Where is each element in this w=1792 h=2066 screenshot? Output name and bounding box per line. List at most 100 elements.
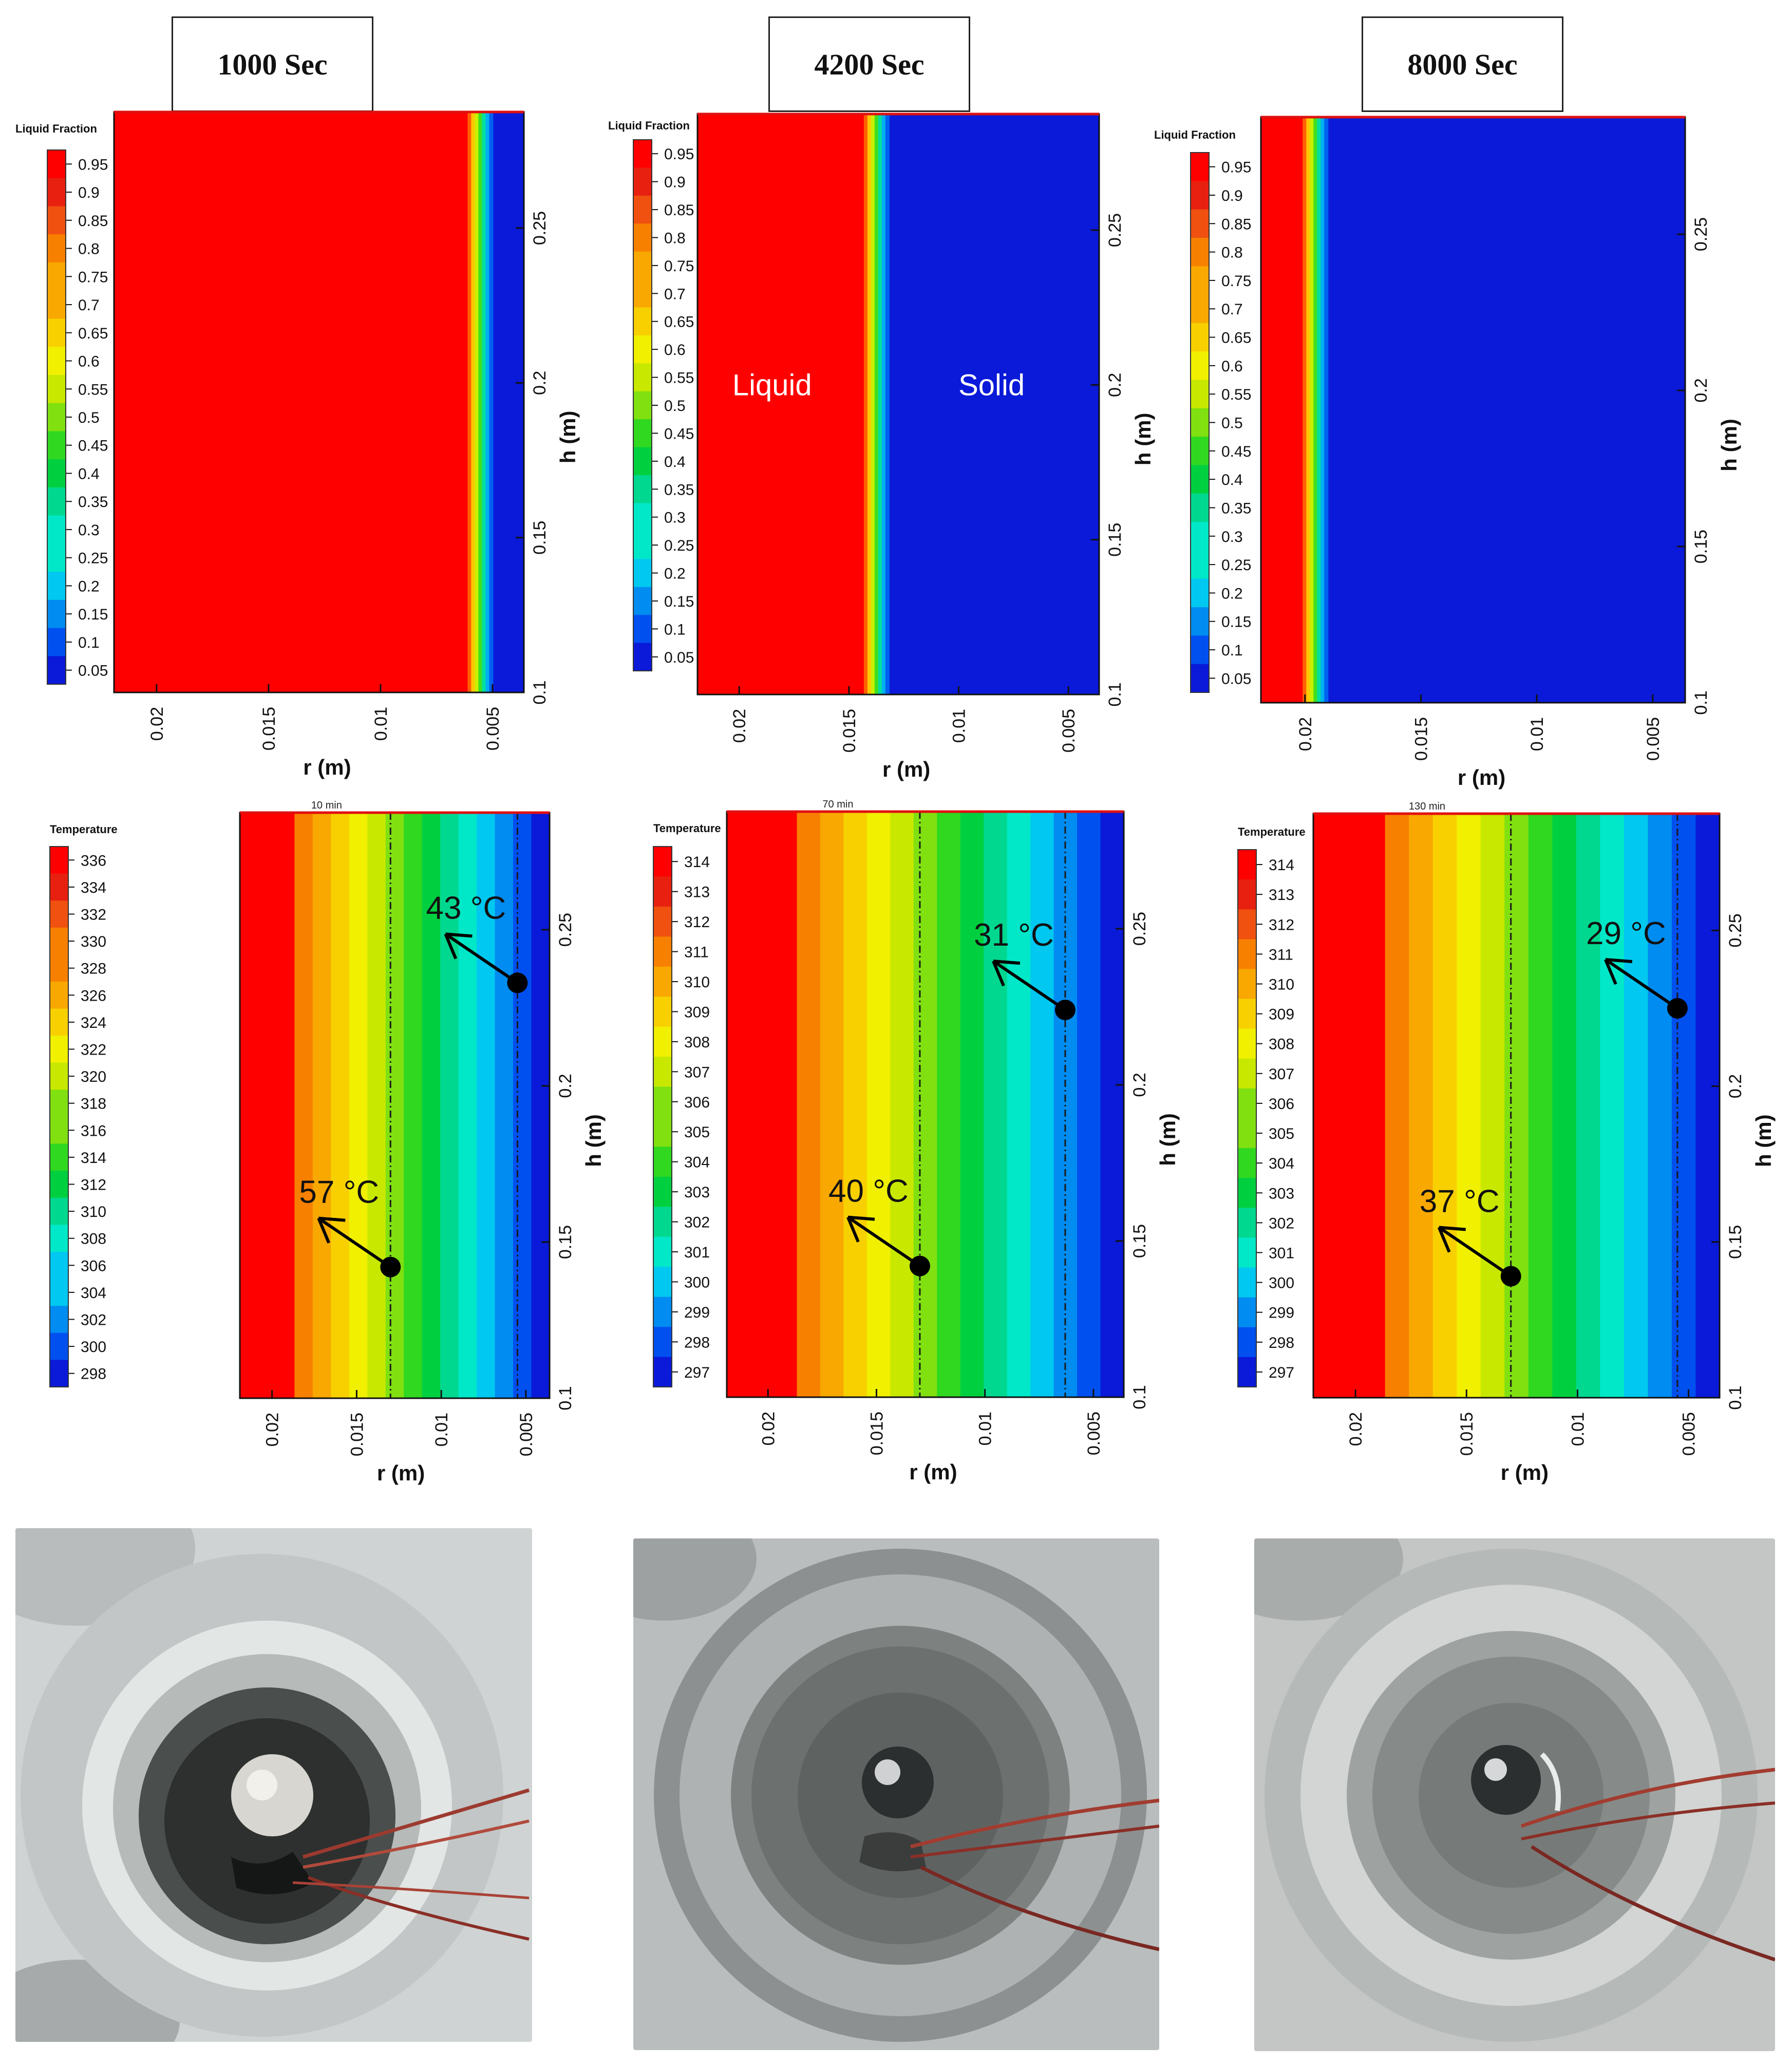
experiment-photo-1000 xyxy=(15,1528,532,2042)
probe-arrow xyxy=(1438,1226,1512,1278)
legend-tick-label: 0.15 xyxy=(78,606,108,623)
legend-swatch xyxy=(1191,465,1209,494)
time-label-1000: 1000 Sec xyxy=(172,16,373,112)
legend-swatch xyxy=(653,1117,672,1148)
legend-tick-label: 0.65 xyxy=(78,325,108,342)
legend-tick-label: 0.2 xyxy=(1221,585,1243,602)
legend-tick-label: 308 xyxy=(684,1034,710,1051)
legend-tick-label: 304 xyxy=(1269,1155,1294,1172)
legend-tick-label: 307 xyxy=(684,1064,710,1081)
legend-swatch xyxy=(1238,1178,1256,1209)
legend-frame xyxy=(1190,152,1210,693)
x-tick-label: 0.01 xyxy=(1568,1412,1588,1446)
temperature-band xyxy=(960,812,985,1397)
temperature-band xyxy=(312,813,332,1398)
legend-frame xyxy=(633,139,652,671)
solid-region xyxy=(873,114,1099,694)
legend-tick-label: 0.7 xyxy=(1221,301,1243,318)
legend-swatch xyxy=(1238,850,1256,880)
legend-swatch xyxy=(1191,522,1209,551)
x-axis-label: r (m) xyxy=(377,1461,425,1485)
legend-swatch xyxy=(1238,1237,1256,1268)
legend-tick-label: 310 xyxy=(684,974,710,991)
probe-point xyxy=(507,972,528,993)
y-tick-label: 0.25 xyxy=(1726,913,1745,947)
legend-swatch xyxy=(1191,607,1209,636)
temperature-band xyxy=(1671,814,1696,1398)
legend-tick-label: 0.7 xyxy=(664,286,686,303)
legend-swatch xyxy=(47,262,66,291)
x-tick-label: 0.01 xyxy=(432,1413,451,1447)
legend-tick-label: 0.9 xyxy=(78,184,100,201)
legend-swatch xyxy=(1238,1297,1256,1328)
temperature-hot-region xyxy=(727,812,797,1397)
legend-swatch xyxy=(1191,237,1209,267)
y-tick-label: 0.15 xyxy=(1105,523,1125,557)
legend-tick-label: 0.3 xyxy=(1221,529,1243,546)
legend-swatch xyxy=(50,1171,68,1198)
legend-tick-label: 297 xyxy=(684,1364,710,1381)
legend-tick-label: 0.25 xyxy=(664,537,694,554)
legend-swatch xyxy=(633,223,652,252)
legend-tick-label: 0.25 xyxy=(1221,557,1251,574)
temperature-band xyxy=(440,813,459,1398)
legend-swatch xyxy=(1238,1357,1256,1387)
legend-frame xyxy=(47,149,66,685)
x-tick-label: 0.02 xyxy=(263,1413,282,1447)
temperature-band xyxy=(385,813,405,1398)
x-tick-label: 0.015 xyxy=(1457,1412,1477,1456)
legend-tick-label: 0.4 xyxy=(1221,472,1243,489)
probe-arrow-head xyxy=(444,932,473,960)
legend-title: Temperature xyxy=(50,823,118,836)
temperature-band xyxy=(1695,814,1720,1398)
time-minutes-label: 10 min xyxy=(311,800,342,811)
region-label-solid: Solid xyxy=(958,368,1025,402)
temperature-band xyxy=(984,812,1008,1397)
legend-swatch xyxy=(47,487,66,516)
chart-temp-8000: 37 °C 29 °C 130 min 0.02 0.015 0.01 0.005 r (m)… xyxy=(1237,801,1776,1485)
legend-tick-label: 304 xyxy=(684,1154,710,1171)
y-tick-label: 0.15 xyxy=(1691,530,1711,564)
legend-swatch xyxy=(1191,266,1209,295)
legend-swatch xyxy=(653,1297,672,1328)
x-tick-label: 0.01 xyxy=(1527,717,1547,751)
legend-tick-label: 300 xyxy=(684,1274,710,1291)
legend-swatch xyxy=(50,1090,68,1117)
x-tick-label: 0.005 xyxy=(1059,709,1079,753)
legend-tick-label: 302 xyxy=(684,1214,710,1231)
legend-swatch xyxy=(47,656,66,685)
legend-tick-label: 0.05 xyxy=(1221,670,1251,687)
legend-tick-label: 0.5 xyxy=(1221,415,1243,432)
y-tick-label: 0.25 xyxy=(1105,213,1125,247)
y-tick-label: 0.1 xyxy=(1130,1385,1149,1409)
legend-tick-label: 308 xyxy=(81,1231,106,1248)
probe-point xyxy=(1500,1266,1521,1287)
legend-tick-label: 0.65 xyxy=(1221,330,1251,347)
legend-tick-label: 0.85 xyxy=(664,202,694,219)
legend-tick-label: 0.85 xyxy=(1221,216,1251,233)
legend-tick-label: 0.75 xyxy=(78,269,108,286)
legend-swatch xyxy=(1238,1208,1256,1238)
legend-tick-label: 0.65 xyxy=(664,314,694,331)
legend-tick-label: 303 xyxy=(684,1184,710,1201)
y-tick-label: 0.2 xyxy=(1105,373,1125,397)
legend-swatch xyxy=(1238,1088,1256,1119)
temperature-band xyxy=(1528,814,1553,1398)
legend-tick-label: 0.1 xyxy=(78,634,100,651)
legend-swatch xyxy=(47,431,66,460)
legend-swatch xyxy=(633,503,652,532)
temperature-band xyxy=(843,812,867,1397)
legend-swatch xyxy=(50,1306,68,1333)
legend-tick-label: 0.15 xyxy=(664,593,694,610)
legend-swatch xyxy=(47,572,66,600)
probe-temperature-label: 29 °C xyxy=(1586,916,1666,951)
legend-tick-label: 302 xyxy=(81,1312,106,1329)
probe-arrow xyxy=(1605,958,1678,1010)
y-tick-label: 0.2 xyxy=(556,1074,575,1098)
legend-colorbar xyxy=(633,140,658,671)
legend-swatch xyxy=(1191,323,1209,352)
x-tick-label: 0.015 xyxy=(840,709,859,753)
legend-tick-label: 309 xyxy=(684,1004,710,1021)
contour-charts: 0.02 0.015 0.01 0.005 r (m) 0.25 0.2 0.15 0.1 h (… xyxy=(15,110,1776,1485)
temperature-band xyxy=(1409,814,1433,1398)
